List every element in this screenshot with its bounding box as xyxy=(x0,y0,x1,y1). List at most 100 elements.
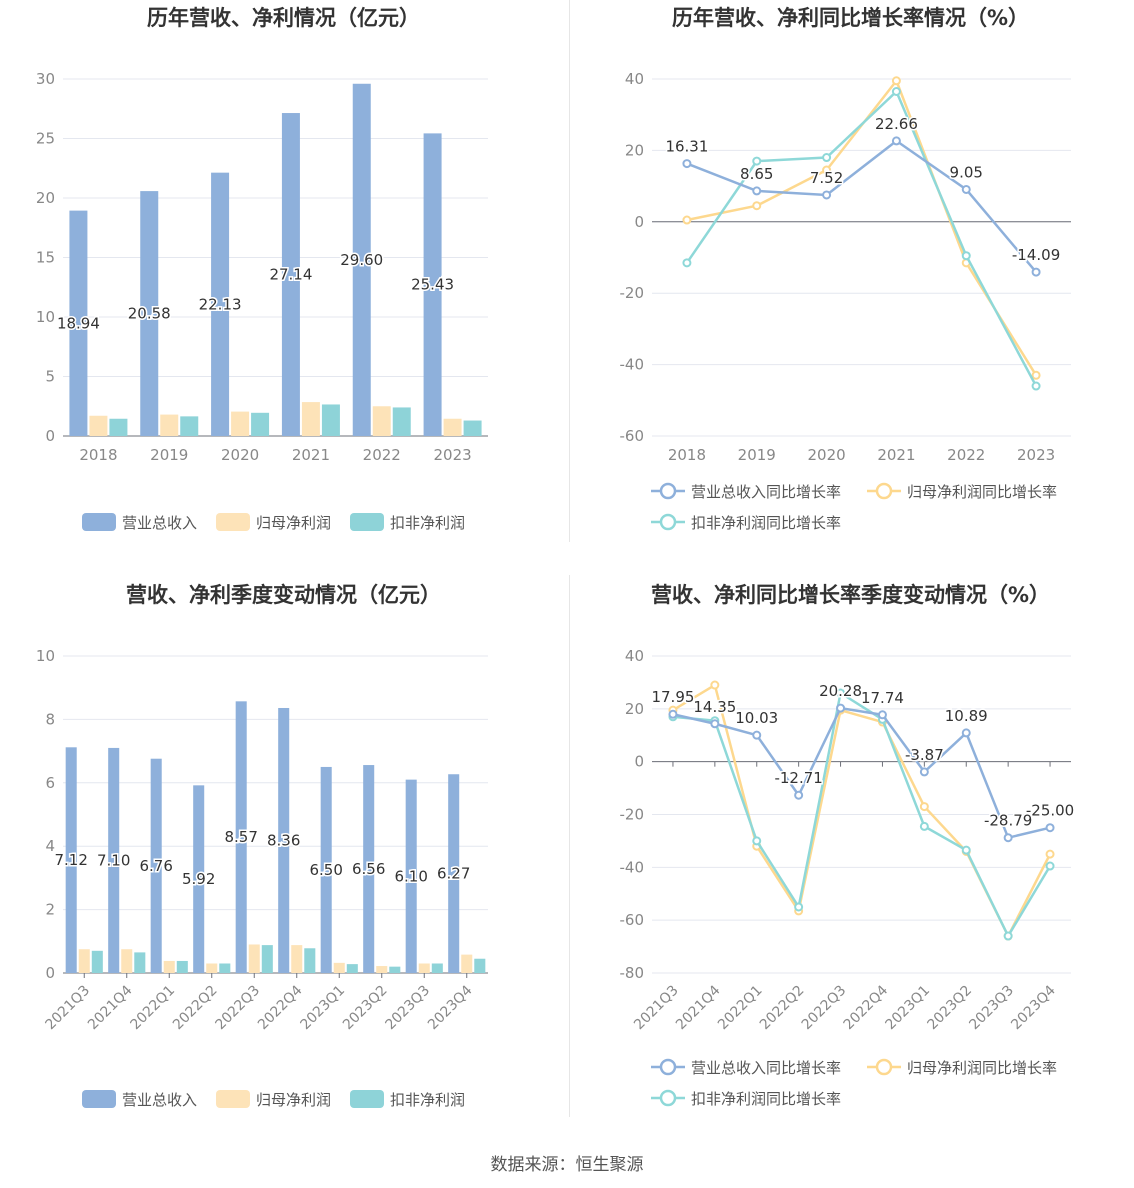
data-label: 5.92 xyxy=(182,870,215,888)
x-tick-label: 2023Q2 xyxy=(340,983,391,1034)
quarterly-bar-chart-svg: 02468102021Q32021Q42022Q12022Q22022Q3202… xyxy=(36,647,488,1109)
data-point xyxy=(710,719,720,729)
data-label: 25.43 xyxy=(411,276,454,294)
legend-marker xyxy=(659,1058,677,1076)
data-point xyxy=(822,165,832,175)
data-label: 8.36 xyxy=(267,831,300,849)
x-tick-label: 2019 xyxy=(738,446,776,464)
data-point xyxy=(919,802,929,812)
y-tick-label: 40 xyxy=(625,70,644,88)
x-tick-label: 2023Q4 xyxy=(1008,982,1059,1033)
legend-swatch xyxy=(82,513,116,531)
x-tick-label: 2022 xyxy=(947,446,985,464)
series-line xyxy=(672,683,1052,939)
legend-label: 扣非净利润同比增长率 xyxy=(691,1090,841,1108)
bar-net-profit xyxy=(206,963,218,973)
annual-bar-chart-svg: 0 5 10 15 20 25 30 2018 2019 2020 2021 2022 2023 18.9… xyxy=(36,70,488,532)
data-label: 6.27 xyxy=(437,865,470,883)
x-tick-label: 2023Q1 xyxy=(297,983,348,1034)
data-label: -25.00 xyxy=(1026,802,1074,820)
chart-title: 历年营收、净利情况（亿元） xyxy=(147,6,420,30)
x-tick-label: 2022 xyxy=(363,446,401,464)
data-label: 7.10 xyxy=(97,851,130,869)
x-tick-label: 2021Q3 xyxy=(631,983,682,1034)
x-tick-label: 2022Q1 xyxy=(127,983,178,1034)
data-label: 6.76 xyxy=(139,857,172,875)
y-tick-label: 25 xyxy=(36,130,55,148)
data-label: 9.05 xyxy=(950,163,983,181)
data-label: 8.65 xyxy=(740,165,773,183)
bar-deducted-profit xyxy=(176,960,188,973)
bar-revenue xyxy=(363,765,375,973)
bar-net-profit xyxy=(443,418,462,436)
y-tick-label: 8 xyxy=(45,710,55,728)
y-tick-label: -60 xyxy=(620,427,645,445)
y-tick-label: 0 xyxy=(634,213,644,231)
bar-deducted-profit xyxy=(304,948,316,973)
bar-net-profit xyxy=(78,949,90,973)
y-tick-label: -20 xyxy=(620,284,645,302)
y-tick-label: 20 xyxy=(625,141,644,159)
x-tick-label: 2020 xyxy=(221,446,259,464)
bar-deducted-profit xyxy=(91,950,103,973)
x-tick-label: 2023Q1 xyxy=(883,983,934,1034)
y-tick-label: 15 xyxy=(36,249,55,267)
legend-label: 归母净利润 xyxy=(256,514,331,532)
y-tick-label: -80 xyxy=(620,964,645,982)
bar-net-profit xyxy=(461,954,473,973)
data-point xyxy=(1031,381,1041,391)
legend-label: 营业总收入 xyxy=(122,1091,197,1109)
series-line xyxy=(685,89,1038,387)
legend-marker xyxy=(659,513,677,531)
series-line xyxy=(672,690,1052,939)
data-point xyxy=(1003,833,1013,843)
data-point xyxy=(752,201,762,211)
x-tick-label: 2019 xyxy=(150,446,188,464)
data-label: 18.94 xyxy=(57,314,100,332)
y-tick-label: 20 xyxy=(625,700,644,718)
data-label: 7.12 xyxy=(54,851,87,869)
y-tick-label: -40 xyxy=(620,356,645,374)
y-tick-label: 10 xyxy=(36,647,55,665)
chart-title: 历年营收、净利同比增长率情况（%） xyxy=(671,6,1030,30)
bar-deducted-profit xyxy=(431,963,443,973)
y-tick-label: 40 xyxy=(625,647,644,665)
legend-label: 扣非净利润同比增长率 xyxy=(691,514,841,532)
legend-label: 归母净利润 xyxy=(256,1091,331,1109)
bar-deducted-profit xyxy=(346,964,358,973)
data-point xyxy=(682,159,692,169)
legend-swatch xyxy=(82,1090,116,1108)
legend-label: 扣非净利润 xyxy=(390,1091,465,1109)
y-tick-label: 10 xyxy=(36,308,55,326)
data-point xyxy=(891,136,901,146)
bar-revenue xyxy=(320,766,332,973)
bar-revenue xyxy=(140,191,159,436)
data-point xyxy=(794,790,804,800)
x-tick-label: 2022Q4 xyxy=(255,982,306,1033)
legend-label: 扣非净利润 xyxy=(390,514,465,532)
y-tick-label: 30 xyxy=(36,70,55,88)
data-point xyxy=(752,730,762,740)
legend-label: 营业总收入同比增长率 xyxy=(691,1059,841,1077)
bar-deducted-profit xyxy=(463,420,482,436)
bar-net-profit xyxy=(160,414,179,436)
x-tick-label: 2023Q2 xyxy=(924,983,975,1034)
data-label: 20.58 xyxy=(128,305,171,323)
data-label: -28.79 xyxy=(984,812,1032,830)
data-point xyxy=(961,251,971,261)
data-label: 7.52 xyxy=(810,169,843,187)
data-point xyxy=(891,86,901,96)
x-tick-label: 2022Q4 xyxy=(841,982,892,1033)
bar-revenue xyxy=(69,210,88,436)
bar-net-profit xyxy=(89,415,108,436)
bar-revenue xyxy=(193,785,205,973)
bar-deducted-profit xyxy=(180,416,199,436)
data-point xyxy=(822,190,832,200)
data-label: 16.31 xyxy=(665,138,708,156)
series-line xyxy=(672,706,1051,840)
chart-title: 营收、净利季度变动情况（亿元） xyxy=(126,583,441,607)
data-source-note: 数据来源：恒生聚源 xyxy=(490,1155,644,1175)
divider-top xyxy=(569,0,570,542)
data-label: 10.03 xyxy=(735,709,778,727)
data-label: 6.10 xyxy=(394,867,427,885)
